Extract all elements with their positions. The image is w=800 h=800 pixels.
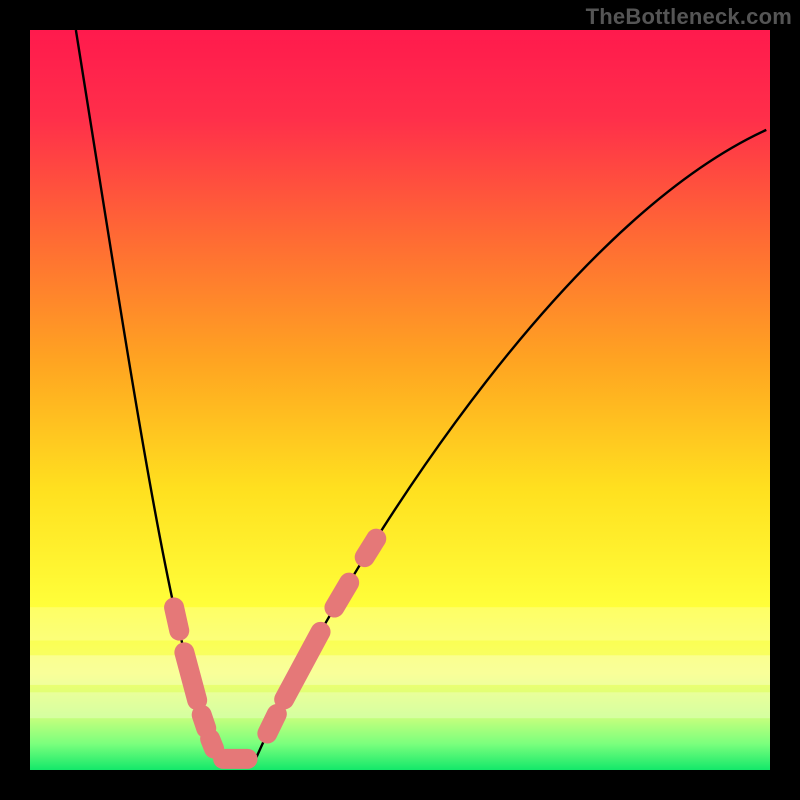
chart-svg [0,0,800,800]
data-pill [202,715,207,728]
data-pill [210,739,214,749]
data-pill [267,714,276,733]
data-pill [365,539,377,557]
watermark-text: TheBottleneck.com [586,4,792,30]
chart-stage: TheBottleneck.com [0,0,800,800]
data-pill [174,607,179,630]
data-pill [184,652,197,700]
lower-haze-bands [30,607,770,718]
data-pill [334,583,349,608]
